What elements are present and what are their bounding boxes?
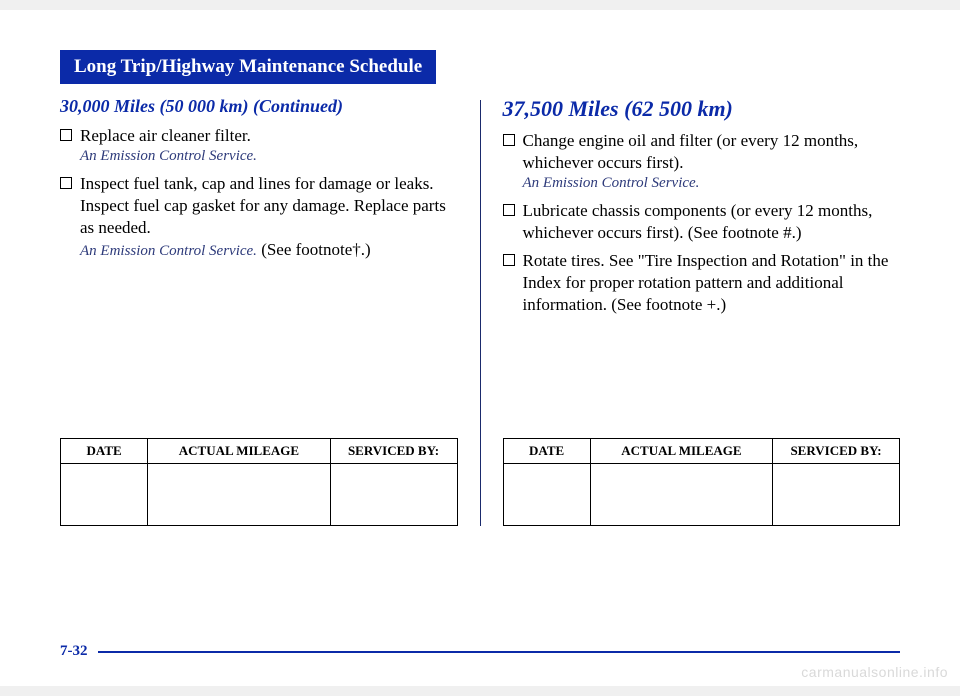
service-record-table: DATE ACTUAL MILEAGE SERVICED BY: <box>60 438 458 526</box>
page-footer: 7-32 <box>60 643 900 660</box>
section-title-bar: Long Trip/Highway Maintenance Schedule <box>60 50 436 84</box>
col-header-serviced: SERVICED BY: <box>773 439 900 464</box>
left-column: 30,000 Miles (50 000 km) (Continued) Rep… <box>60 96 480 526</box>
footer-rule <box>98 651 901 653</box>
table-row <box>61 464 458 526</box>
maintenance-item: Replace air cleaner filter. An Emission … <box>60 125 458 167</box>
maintenance-item: Change engine oil and filter (or every 1… <box>503 130 901 194</box>
item-text: Lubricate chassis components (or every 1… <box>523 201 873 242</box>
cell-serviced <box>330 464 457 526</box>
cell-date <box>61 464 148 526</box>
item-trailing: (See footnote†.) <box>261 240 371 259</box>
cell-serviced <box>773 464 900 526</box>
checkbox-icon <box>503 204 515 216</box>
spacer <box>503 322 901 426</box>
maintenance-item: Inspect fuel tank, cap and lines for dam… <box>60 173 458 262</box>
right-column: 37,500 Miles (62 500 km) Change engine o… <box>481 96 901 526</box>
mileage-heading-37500: 37,500 Miles (62 500 km) <box>503 96 901 122</box>
maintenance-item: Lubricate chassis components (or every 1… <box>503 200 901 244</box>
item-body: Inspect fuel tank, cap and lines for dam… <box>80 173 458 262</box>
manual-page: Long Trip/Highway Maintenance Schedule 3… <box>0 10 960 686</box>
col-header-serviced: SERVICED BY: <box>330 439 457 464</box>
watermark: carmanualsonline.info <box>801 664 948 680</box>
page-number: 7-32 <box>60 643 88 660</box>
checkbox-icon <box>503 134 515 146</box>
item-body: Rotate tires. See "Tire Inspection and R… <box>523 250 901 316</box>
table-header-row: DATE ACTUAL MILEAGE SERVICED BY: <box>503 439 900 464</box>
service-record-table: DATE ACTUAL MILEAGE SERVICED BY: <box>503 438 901 526</box>
col-header-mileage: ACTUAL MILEAGE <box>148 439 330 464</box>
cell-date <box>503 464 590 526</box>
col-header-mileage: ACTUAL MILEAGE <box>590 439 772 464</box>
col-header-date: DATE <box>503 439 590 464</box>
item-note: An Emission Control Service. <box>80 243 257 259</box>
item-note: An Emission Control Service. <box>523 174 901 194</box>
maintenance-item: Rotate tires. See "Tire Inspection and R… <box>503 250 901 316</box>
spacer <box>60 267 458 426</box>
two-column-layout: 30,000 Miles (50 000 km) (Continued) Rep… <box>60 96 900 526</box>
checkbox-icon <box>503 254 515 266</box>
item-text: Change engine oil and filter (or every 1… <box>523 131 859 172</box>
item-body: Replace air cleaner filter. An Emission … <box>80 125 458 167</box>
cell-mileage <box>148 464 330 526</box>
mileage-heading-30000: 30,000 Miles (50 000 km) (Continued) <box>60 96 458 117</box>
item-body: Lubricate chassis components (or every 1… <box>523 200 901 244</box>
cell-mileage <box>590 464 772 526</box>
table-header-row: DATE ACTUAL MILEAGE SERVICED BY: <box>61 439 458 464</box>
checkbox-icon <box>60 129 72 141</box>
item-note: An Emission Control Service. <box>80 147 458 167</box>
item-text: Rotate tires. See "Tire Inspection and R… <box>523 251 889 314</box>
checkbox-icon <box>60 177 72 189</box>
table-row <box>503 464 900 526</box>
item-text: Inspect fuel tank, cap and lines for dam… <box>80 174 446 237</box>
item-text: Replace air cleaner filter. <box>80 126 251 145</box>
col-header-date: DATE <box>61 439 148 464</box>
item-body: Change engine oil and filter (or every 1… <box>523 130 901 194</box>
